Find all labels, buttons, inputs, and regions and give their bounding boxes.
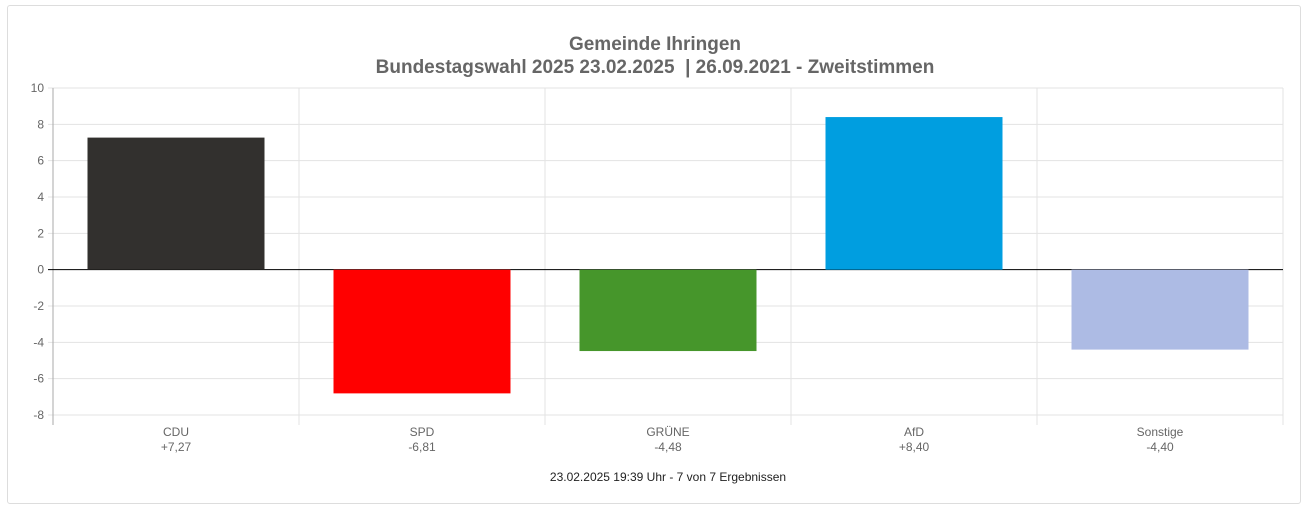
x-category-label: Sonstige (1137, 425, 1184, 439)
y-tick-label: 10 (31, 81, 45, 95)
chart-title: Gemeinde Ihringen (569, 34, 741, 55)
chart-footer: 23.02.2025 19:39 Uhr - 7 von 7 Ergebniss… (550, 470, 786, 484)
bar-value-label: -4,48 (654, 440, 682, 454)
bar-value-label: -4,40 (1146, 440, 1174, 454)
x-category-label: SPD (410, 425, 435, 439)
y-tick-label: 0 (37, 263, 44, 277)
y-tick-label: 2 (37, 226, 44, 240)
y-tick-label: 4 (37, 190, 44, 204)
chart-card (7, 5, 1301, 504)
bar-value-label: -6,81 (408, 440, 436, 454)
bar-grüne (579, 269, 757, 352)
chart-subtitle: Bundestagswahl 2025 23.02.2025 | 26.09.2… (376, 57, 935, 78)
y-tick-label: 8 (37, 117, 44, 131)
x-category-label: AfD (904, 425, 924, 439)
y-tick-label: -8 (33, 408, 44, 422)
bar-spd (333, 269, 511, 394)
bar-cdu (87, 137, 265, 270)
y-tick-label: -6 (33, 372, 44, 386)
y-tick-label: -2 (33, 299, 44, 313)
bar-value-label: +7,27 (161, 440, 192, 454)
bar-afd (825, 117, 1003, 270)
y-tick-label: -4 (33, 335, 44, 349)
x-category-label: GRÜNE (646, 425, 689, 439)
x-category-label: CDU (163, 425, 189, 439)
bar-value-label: +8,40 (899, 440, 930, 454)
y-tick-label: 6 (37, 154, 44, 168)
bar-sonstige (1071, 269, 1249, 350)
